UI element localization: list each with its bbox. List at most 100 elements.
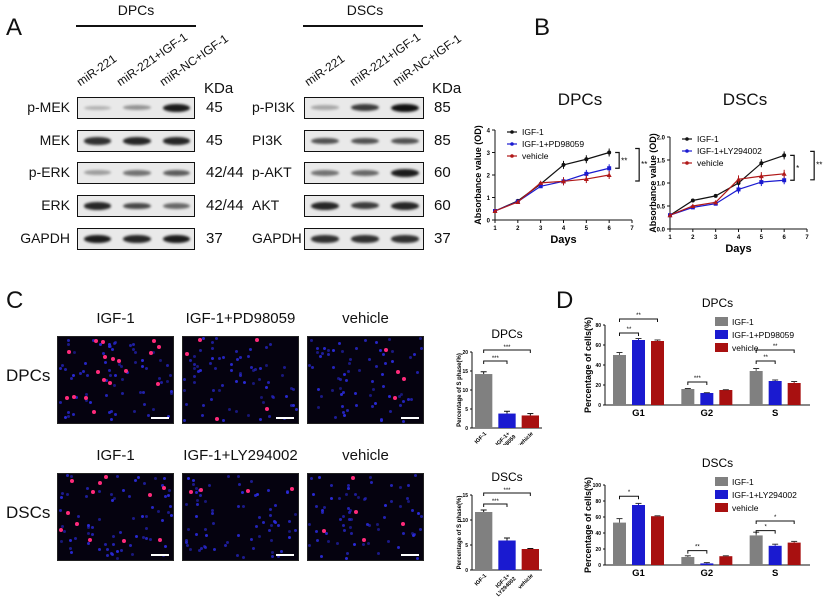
svg-text:Absorbance value (OD): Absorbance value (OD) (648, 133, 658, 233)
nucleus-dot (85, 374, 89, 378)
svg-text:**: ** (641, 160, 647, 169)
nucleus-dot (283, 365, 287, 369)
svg-text:**: ** (773, 344, 778, 350)
blot-strip (304, 97, 424, 119)
nucleus-dot (257, 535, 261, 539)
nucleus-dot (371, 405, 375, 409)
nucleus-dot (149, 538, 153, 542)
nucleus-dot (270, 551, 274, 555)
nucleus-dot (115, 474, 119, 478)
nucleus-dot (160, 381, 164, 385)
nucleus-dot (343, 414, 347, 418)
svg-text:2: 2 (691, 235, 695, 241)
svg-text:IGF-1: IGF-1 (522, 127, 544, 137)
svg-text:***: *** (503, 345, 511, 351)
nucleus-dot (196, 369, 200, 373)
nucleus-dot (113, 384, 117, 388)
blot-band (162, 169, 190, 176)
nucleus-dot (321, 510, 325, 514)
edu-positive-dot (151, 339, 156, 344)
svg-text:40: 40 (595, 531, 601, 537)
nucleus-dot (88, 401, 92, 405)
nucleus-dot (143, 482, 147, 486)
nucleus-dot (294, 528, 298, 532)
blot-band (351, 169, 379, 176)
nucleus-dot (235, 409, 239, 413)
nucleus-dot (270, 555, 274, 559)
nucleus-dot (327, 539, 331, 543)
svg-text:IGF-1+PD98059: IGF-1+PD98059 (522, 139, 584, 149)
micrograph (57, 336, 174, 424)
svg-text:10: 10 (462, 388, 468, 394)
nucleus-dot (413, 474, 417, 478)
nucleus-dot (410, 397, 414, 401)
nucleus-dot (104, 394, 108, 398)
nucleus-dot (86, 523, 90, 527)
svg-text:vehicle: vehicle (732, 343, 759, 353)
nucleus-dot (227, 407, 231, 411)
nucleus-dot (249, 348, 253, 352)
nucleus-dot (168, 504, 172, 508)
nucleus-dot (295, 408, 298, 412)
nucleus-dot (121, 377, 125, 381)
nucleus-dot (257, 515, 261, 519)
svg-text:20: 20 (595, 383, 601, 389)
cell-type-label: DSCs (6, 503, 51, 522)
nucleus-dot (310, 365, 314, 369)
nucleus-dot (266, 381, 270, 385)
blot-band (84, 137, 112, 145)
edu-positive-dot (91, 409, 96, 414)
edu-positive-dot (322, 529, 327, 534)
nucleus-dot (371, 388, 375, 392)
nucleus-dot (192, 362, 196, 366)
nucleus-dot (169, 374, 173, 378)
edu-positive-dot (400, 521, 405, 526)
svg-text:Absorbance value (OD): Absorbance value (OD) (473, 125, 483, 225)
nucleus-dot (204, 533, 208, 537)
nucleus-dot (262, 521, 266, 525)
condition-label: IGF-1 (96, 447, 135, 464)
nucleus-dot (258, 367, 262, 371)
panel-letter-a: A (6, 14, 23, 41)
nucleus-dot (111, 534, 115, 538)
svg-text:*: * (764, 525, 767, 531)
nucleus-dot (154, 476, 157, 480)
nucleus-dot (339, 517, 343, 521)
nucleus-dot (333, 416, 337, 420)
nucleus-dot (319, 394, 323, 398)
svg-text:2.0: 2.0 (657, 136, 666, 142)
svg-text:0: 0 (465, 426, 468, 432)
edu-positive-dot (104, 474, 109, 479)
nucleus-dot (344, 379, 348, 383)
nucleus-dot (220, 383, 224, 387)
nucleus-dot (212, 522, 216, 526)
nucleus-dot (399, 404, 403, 408)
nucleus-dot (399, 485, 403, 489)
svg-text:G2: G2 (700, 408, 713, 419)
nucleus-dot (348, 517, 352, 521)
nucleus-dot (84, 361, 88, 365)
nucleus-dot (82, 370, 86, 374)
svg-text:Days: Days (725, 243, 751, 255)
nucleus-dot (210, 397, 214, 401)
nucleus-dot (415, 370, 419, 374)
nucleus-dot (397, 395, 401, 399)
nucleus-dot (167, 414, 171, 418)
nucleus-dot (387, 539, 391, 543)
blot-band (391, 235, 419, 243)
blot-strip (304, 130, 424, 152)
blot-row-label: MEK (39, 132, 70, 148)
nucleus-dot (347, 510, 351, 514)
nucleus-dot (73, 537, 77, 541)
svg-text:S: S (772, 408, 778, 419)
scale-bar (401, 417, 419, 419)
svg-text:IGF-1: IGF-1 (732, 317, 754, 327)
nucleus-dot (238, 356, 242, 360)
nucleus-dot (193, 366, 197, 370)
nucleus-dot (354, 492, 358, 496)
svg-text:***: *** (503, 488, 511, 494)
nucleus-dot (69, 539, 73, 543)
nucleus-dot (111, 553, 115, 557)
edu-positive-dot (117, 359, 122, 364)
